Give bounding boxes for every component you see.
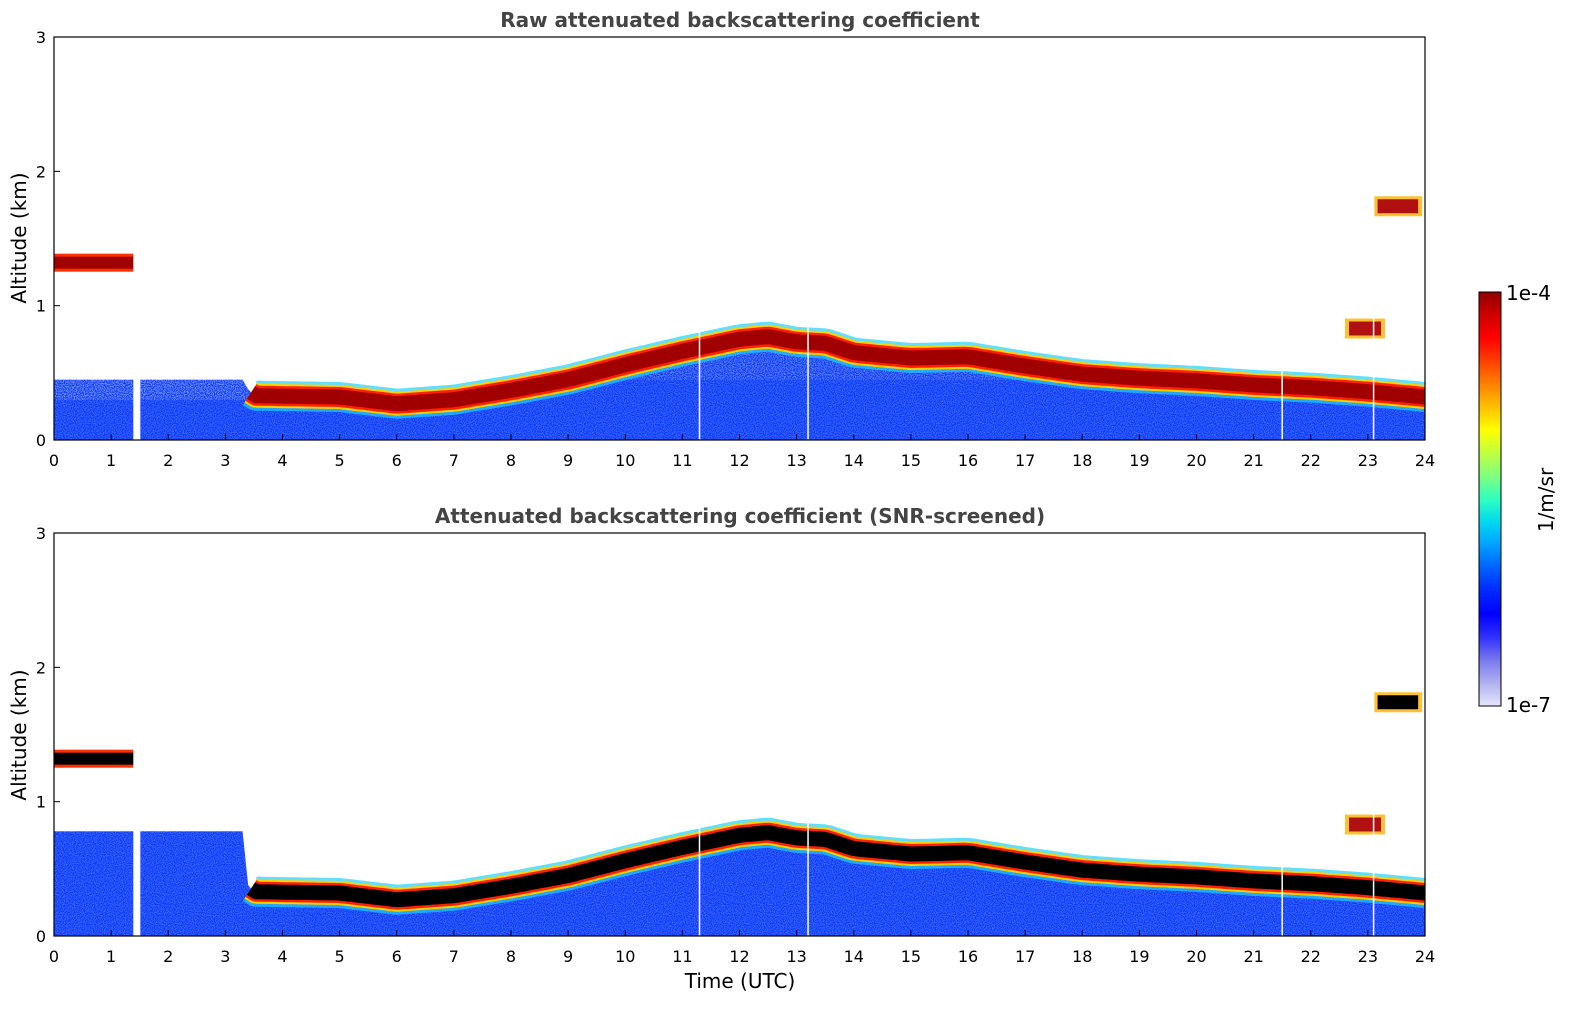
x-tick-label: 24: [1415, 947, 1435, 966]
panel-screened-x-axis: 0 1 2 3 4 5 6 7 8 9 10 11 12 13 14 15 16 17 18 19 20 21 22 23 24: [49, 930, 1435, 966]
x-tick-label: 3: [220, 947, 230, 966]
cloud-layer-core: [246, 329, 1425, 412]
cloud-layer-core: [246, 825, 1425, 908]
screened-residual-aerosol: [54, 801, 243, 832]
x-tick-label: 13: [786, 451, 806, 470]
panel-screened-plot-area: [54, 533, 1425, 936]
x-tick-label: 2: [163, 451, 173, 470]
x-tick-label: 23: [1358, 451, 1378, 470]
x-tick-label: 12: [729, 947, 749, 966]
colorbar-scale: [1478, 291, 1502, 707]
x-tick-label: 13: [786, 947, 806, 966]
x-tick-label: 7: [449, 451, 459, 470]
x-tick-label: 9: [563, 947, 573, 966]
panel-raw-plot-area: [54, 37, 1425, 440]
y-tick-label: 3: [36, 524, 46, 543]
elevated-layer: [1349, 321, 1382, 336]
data-gap: [807, 533, 809, 936]
x-tick-label: 15: [901, 451, 921, 470]
x-tick-label: 10: [615, 451, 635, 470]
x-tick-label: 21: [1243, 947, 1263, 966]
colorbar-unit-label: 1/m/sr: [1534, 467, 1558, 532]
y-tick-label: 2: [36, 658, 46, 677]
panel-raw-y-label: Altitude (km): [7, 172, 31, 303]
x-tick-label: 19: [1129, 451, 1149, 470]
x-tick-label: 14: [844, 947, 864, 966]
data-gap: [1281, 533, 1283, 936]
early-cloud-core: [54, 256, 134, 269]
data-gap: [133, 37, 141, 440]
data-gap: [1372, 533, 1375, 936]
x-tick-label: 4: [277, 451, 287, 470]
elevated-layer: [1349, 817, 1382, 832]
x-tick-label: 4: [277, 947, 287, 966]
x-tick-label: 1: [106, 451, 116, 470]
panel-raw-y-axis: 0 1 2 3: [36, 28, 60, 450]
data-gap: [807, 37, 809, 440]
x-tick-label: 17: [1015, 451, 1035, 470]
x-tick-label: 5: [335, 947, 345, 966]
panel-raw-title: Raw attenuated backscattering coefficien…: [500, 8, 980, 32]
raw-noise-night: [54, 258, 249, 400]
data-gap: [1281, 37, 1283, 440]
x-tick-label: 6: [392, 947, 402, 966]
x-tick-label: 3: [220, 451, 230, 470]
data-gap: [133, 533, 141, 936]
x-tick-label: 20: [1186, 947, 1206, 966]
x-tick-label: 18: [1072, 451, 1092, 470]
x-tick-label: 5: [335, 451, 345, 470]
colorbar: 1e-4 1e-7 1/m/sr: [1478, 281, 1558, 717]
x-tick-label: 16: [958, 947, 978, 966]
panel-screened-y-label: Altitude (km): [7, 669, 31, 800]
x-tick-label: 11: [672, 451, 692, 470]
x-tick-label: 2: [163, 947, 173, 966]
x-tick-label: 24: [1415, 451, 1435, 470]
x-tick-label: 18: [1072, 947, 1092, 966]
data-gap: [698, 37, 701, 440]
panel-raw: Raw attenuated backscattering coefficien…: [7, 8, 1435, 470]
raw-noise-daytime: [506, 37, 918, 239]
x-tick-label: 21: [1243, 451, 1263, 470]
x-tick-label: 12: [729, 451, 749, 470]
x-tick-label: 6: [392, 451, 402, 470]
y-tick-label: 0: [36, 927, 46, 946]
x-tick-label: 8: [506, 451, 516, 470]
x-tick-label: 22: [1301, 947, 1321, 966]
x-axis-label: Time (UTC): [684, 969, 796, 993]
early-cloud-core: [54, 752, 134, 765]
y-tick-label: 1: [36, 297, 46, 316]
panel-screened-title: Attenuated backscattering coefficient (S…: [435, 504, 1045, 528]
data-gap: [698, 533, 701, 936]
x-tick-label: 8: [506, 947, 516, 966]
y-tick-label: 2: [36, 162, 46, 181]
panel-screened-y-axis: 0 1 2 3: [36, 524, 60, 946]
elevated-layer: [1377, 199, 1419, 214]
panel-screened: Attenuated backscattering coefficient (S…: [7, 504, 1435, 993]
y-tick-label: 3: [36, 28, 46, 47]
x-tick-label: 16: [958, 451, 978, 470]
y-tick-label: 1: [36, 793, 46, 812]
x-tick-label: 19: [1129, 947, 1149, 966]
x-tick-label: 7: [449, 947, 459, 966]
x-tick-label: 23: [1358, 947, 1378, 966]
x-tick-label: 14: [844, 451, 864, 470]
x-tick-label: 22: [1301, 451, 1321, 470]
x-tick-label: 0: [49, 451, 59, 470]
elevated-layer: [1377, 695, 1419, 710]
colorbar-min-label: 1e-7: [1506, 693, 1551, 717]
x-tick-label: 9: [563, 451, 573, 470]
x-tick-label: 11: [672, 947, 692, 966]
data-gap: [1372, 37, 1375, 440]
x-tick-label: 20: [1186, 451, 1206, 470]
x-tick-label: 10: [615, 947, 635, 966]
x-tick-label: 0: [49, 947, 59, 966]
x-tick-label: 1: [106, 947, 116, 966]
y-tick-label: 0: [36, 431, 46, 450]
panel-raw-x-axis: 0 1 2 3 4 5 6 7 8 9 10 11 12 13 14 15 16 17 18 19 20 21 22 23 24: [49, 434, 1435, 470]
x-tick-label: 15: [901, 947, 921, 966]
x-tick-label: 17: [1015, 947, 1035, 966]
colorbar-max-label: 1e-4: [1506, 281, 1551, 305]
